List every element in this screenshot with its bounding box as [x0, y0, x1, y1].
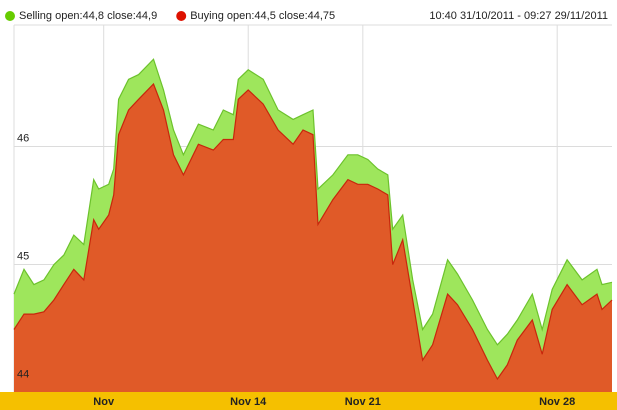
x-axis-band [0, 392, 617, 410]
y-tick-label: 46 [17, 132, 29, 144]
area [14, 84, 612, 392]
legend-label: Buying open:44,5 close:44,75 [190, 10, 335, 22]
x-tick-label: Nov 14 [230, 396, 267, 408]
y-tick-label: 45 [17, 250, 29, 262]
area-line [13, 82, 613, 381]
x-tick-label: Nov [93, 396, 115, 408]
date-range: 10:40 31/10/2011 - 09:27 29/11/2011 [429, 10, 608, 22]
x-tick-label: Nov 28 [539, 396, 575, 408]
y-tick-label: 44 [17, 368, 29, 380]
x-tick-label: Nov 21 [345, 396, 381, 408]
legend-label: Selling open:44,8 close:44,9 [19, 10, 157, 22]
legend-dot [5, 11, 15, 21]
area-line [13, 58, 613, 346]
legend-dot [176, 11, 187, 21]
